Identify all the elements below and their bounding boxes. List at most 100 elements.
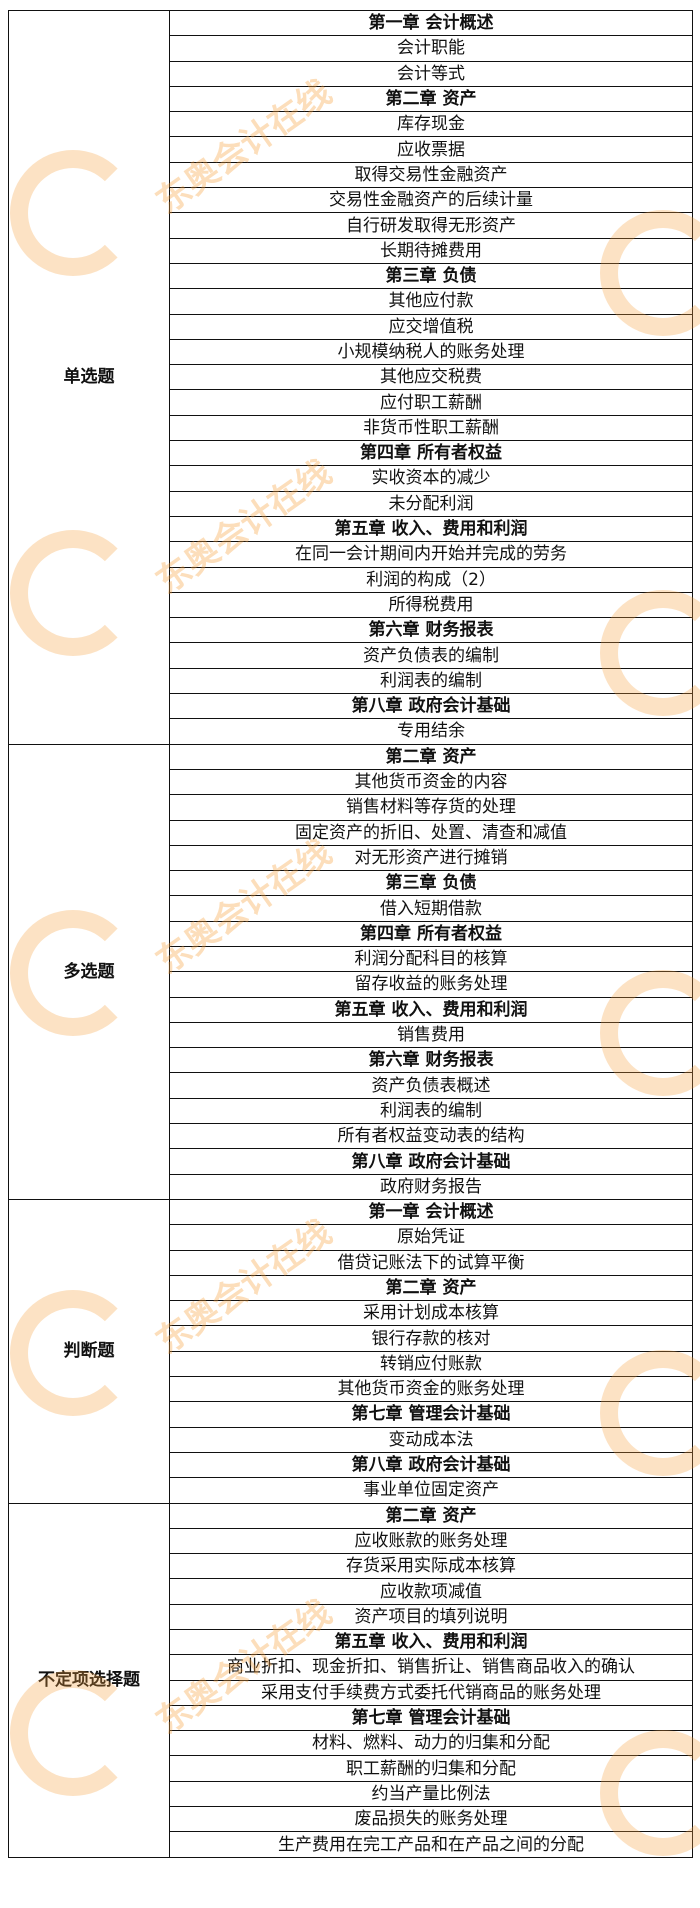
topic-row: 其他应付款 (9, 288, 693, 315)
question-type-cell: 判断题 (8, 1198, 170, 1504)
topic-item: 借入短期借款 (169, 895, 693, 922)
topic-row: 非货币性职工薪酬 (9, 414, 693, 442)
topic-item: 小规模纳税人的账务处理 (169, 338, 693, 366)
topic-item: 实收资本的减少 (169, 465, 693, 492)
topic-item: 销售材料等存货的处理 (169, 794, 693, 821)
chapter-row: 第五章 收入、费用和利润 (9, 515, 693, 543)
topic-row: 专用结余 (9, 718, 693, 745)
topic-item: 其他应交税费 (169, 364, 693, 391)
topic-item: 约当产量比例法 (169, 1780, 693, 1808)
chapter-heading: 第四章 所有者权益 (169, 920, 693, 947)
topic-item: 专用结余 (169, 718, 693, 745)
topic-item: 转销应付账款 (169, 1350, 693, 1378)
topic-row: 小规模纳税人的账务处理 (9, 338, 693, 366)
topic-row: 固定资产的折旧、处置、清查和减值 (9, 819, 693, 846)
question-type-cell: 多选题 (8, 743, 170, 1200)
chapter-row: 第五章 收入、费用和利润 (9, 996, 693, 1023)
topic-item: 事业单位固定资产 (169, 1477, 693, 1504)
topic-item: 利润表的编制 (169, 1097, 693, 1125)
chapter-heading: 第六章 财务报表 (169, 1047, 693, 1074)
topic-item: 所有者权益变动表的结构 (169, 1123, 693, 1150)
chapter-row: 第四章 所有者权益 (9, 440, 693, 467)
topic-item: 固定资产的折旧、处置、清查和减值 (169, 819, 693, 846)
chapter-heading: 第二章 资产 (169, 85, 693, 113)
topic-row: 转销应付账款 (9, 1350, 693, 1378)
topic-row: 利润表的编制 (9, 667, 693, 695)
chapter-row: 判断题 第一章 会计概述 (8, 1198, 693, 1504)
chapter-heading: 第四章 所有者权益 (169, 440, 693, 467)
chapter-row: 第八章 政府会计基础 (9, 1148, 693, 1175)
topic-item: 非货币性职工薪酬 (169, 414, 693, 442)
topic-item: 未分配利润 (169, 490, 693, 517)
topic-row: 应收账款的账务处理 (9, 1527, 693, 1555)
topic-item: 应收账款的账务处理 (169, 1527, 693, 1555)
topic-item: 应收票据 (169, 136, 693, 163)
topic-item: 所得税费用 (169, 591, 693, 619)
topic-item: 采用计划成本核算 (169, 1300, 693, 1327)
chapter-heading: 第五章 收入、费用和利润 (169, 996, 693, 1023)
topic-item: 存货采用实际成本核算 (169, 1553, 693, 1580)
question-type-cell: 单选题 (8, 10, 170, 745)
topic-item: 会计等式 (169, 60, 693, 87)
topic-item: 库存现金 (169, 111, 693, 138)
chapter-row: 不定项选择题 第二章 资产 (8, 1502, 693, 1858)
topic-item: 其他货币资金的内容 (169, 768, 693, 796)
topic-row: 交易性金融资产的后续计量 (9, 187, 693, 214)
chapter-row: 第七章 管理会计基础 (9, 1704, 693, 1732)
topic-item: 销售费用 (169, 1021, 693, 1049)
topic-row: 资产负债表的编制 (9, 642, 693, 669)
chapter-heading: 第三章 负债 (169, 262, 693, 290)
topic-item: 取得交易性金融资产 (169, 161, 693, 189)
chapter-row: 第六章 财务报表 (9, 617, 693, 644)
topic-item: 其他应付款 (169, 288, 693, 315)
chapter-heading: 第二章 资产 (169, 1502, 693, 1529)
topic-item: 利润分配科目的核算 (169, 945, 693, 973)
topic-item: 其他货币资金的账务处理 (169, 1376, 693, 1403)
topic-row: 库存现金 (9, 111, 693, 138)
topic-row: 其他货币资金的内容 (9, 768, 693, 796)
chapter-heading: 第六章 财务报表 (169, 617, 693, 644)
topic-row: 利润的构成（2） (9, 566, 693, 593)
chapter-row: 第五章 收入、费用和利润 (9, 1628, 693, 1656)
topic-row: 会计等式 (9, 60, 693, 87)
topic-item: 应付职工薪酬 (169, 389, 693, 416)
chapter-row: 第三章 负债 (9, 870, 693, 897)
chapter-heading: 第七章 管理会计基础 (169, 1401, 693, 1428)
topic-item: 变动成本法 (169, 1426, 693, 1453)
topic-item: 借贷记账法下的试算平衡 (169, 1249, 693, 1276)
chapter-heading: 第三章 负债 (169, 870, 693, 897)
topic-item: 对无形资产进行摊销 (169, 844, 693, 872)
topic-row: 未分配利润 (9, 490, 693, 517)
topic-row: 会计职能 (9, 35, 693, 62)
topic-item: 生产费用在完工产品和在产品之间的分配 (169, 1831, 693, 1858)
topic-item: 留存收益的账务处理 (169, 971, 693, 998)
topic-row: 所得税费用 (9, 591, 693, 619)
topic-item: 职工薪酬的归集和分配 (169, 1755, 693, 1782)
topic-item: 政府财务报告 (169, 1173, 693, 1200)
topic-row: 在同一会计期间内开始并完成的劳务 (9, 541, 693, 568)
chapter-row: 第四章 所有者权益 (9, 920, 693, 947)
chapter-heading: 第一章 会计概述 (169, 9, 693, 37)
chapter-row: 第二章 资产 (9, 1274, 693, 1302)
topic-item: 利润表的编制 (169, 667, 693, 695)
chapter-heading: 第五章 收入、费用和利润 (169, 515, 693, 543)
topic-item: 采用支付手续费方式委托代销商品的账务处理 (169, 1679, 693, 1706)
chapter-heading: 第五章 收入、费用和利润 (169, 1628, 693, 1656)
topic-item: 长期待摊费用 (169, 237, 693, 264)
topic-row: 销售材料等存货的处理 (9, 794, 693, 821)
topic-item: 利润的构成（2） (169, 566, 693, 593)
topic-row: 所有者权益变动表的结构 (9, 1123, 693, 1150)
topic-row: 长期待摊费用 (9, 237, 693, 264)
chapter-row: 第八章 政府会计基础 (9, 1451, 693, 1479)
topic-row: 政府财务报告 (9, 1173, 693, 1200)
chapter-row: 单选题 第一章 会计概述 (8, 9, 693, 745)
topic-item: 原始凭证 (169, 1224, 693, 1251)
chapter-row: 第八章 政府会计基础 (9, 693, 693, 720)
topic-row: 利润分配科目的核算 (9, 945, 693, 973)
topic-row: 应交增值税 (9, 313, 693, 340)
topic-row: 采用支付手续费方式委托代销商品的账务处理 (9, 1679, 693, 1706)
topic-row: 销售费用 (9, 1021, 693, 1049)
topic-item: 资产项目的填列说明 (169, 1603, 693, 1631)
topic-item: 材料、燃料、动力的归集和分配 (169, 1730, 693, 1757)
topic-item: 资产负债表概述 (169, 1072, 693, 1099)
